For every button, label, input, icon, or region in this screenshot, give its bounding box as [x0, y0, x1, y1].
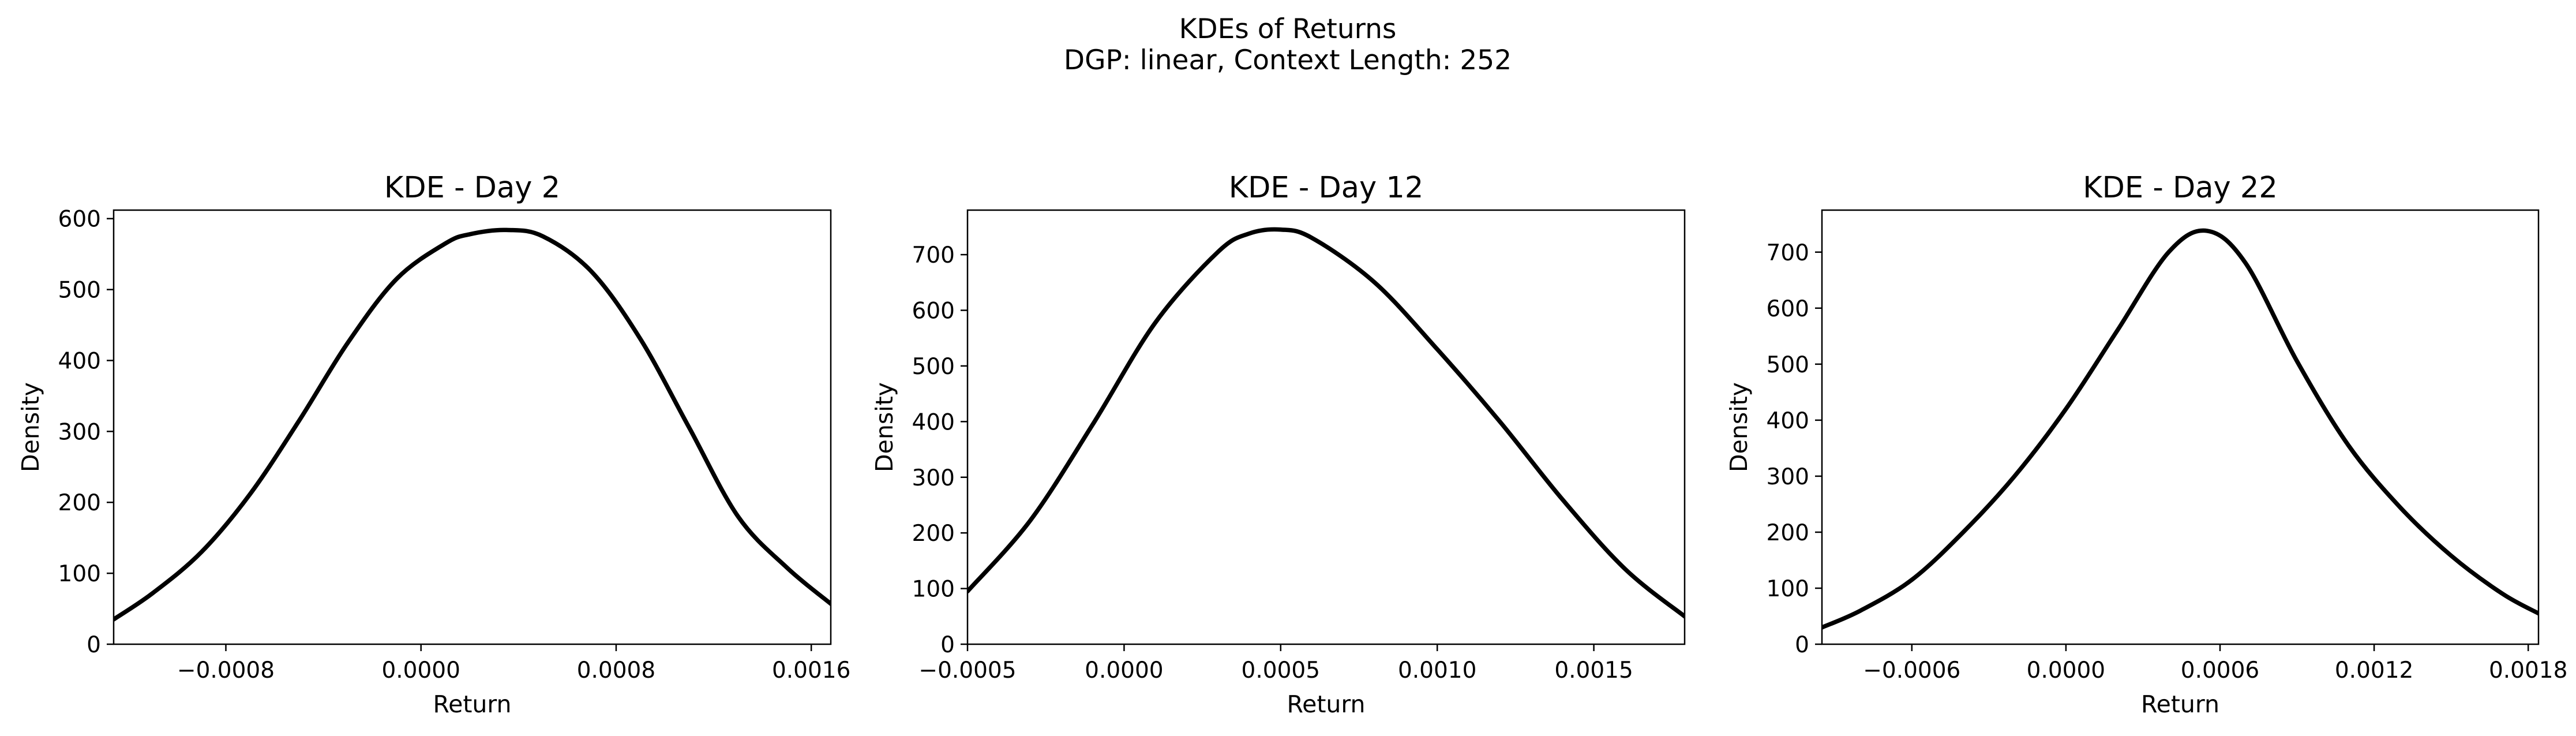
y-tick-label: 400 [912, 409, 955, 435]
y-tick-label: 0 [1795, 632, 1809, 658]
x-tick-label: 0.0015 [1554, 657, 1633, 683]
axes-frame [1821, 209, 2540, 645]
y-tick-label: 600 [912, 298, 955, 324]
y-tick-label: 500 [58, 278, 101, 304]
axes-frame [113, 209, 832, 645]
x-axis-label: Return [433, 690, 511, 718]
y-tick-label: 700 [1767, 240, 1809, 266]
x-tick-label: −0.0006 [1863, 657, 1960, 683]
y-tick-label: 300 [58, 419, 101, 445]
subplot-day-2: −0.0008 0.0000 0.0008 0.0016 0 100 200 300 400 50… [17, 171, 850, 718]
subplot-title: KDE - Day 22 [2083, 171, 2278, 205]
y-axis-label: Density [1725, 382, 1753, 472]
y-tick-label: 200 [58, 490, 101, 516]
x-tick-label: 0.0000 [2027, 657, 2105, 683]
x-tick-label: 0.0000 [381, 657, 460, 683]
x-tick-label: −0.0005 [918, 657, 1016, 683]
x-tick-label: 0.0012 [2335, 657, 2413, 683]
x-tick-label: 0.0000 [1085, 657, 1163, 683]
y-tick-label: 300 [1767, 464, 1809, 490]
y-tick-label: 700 [912, 242, 955, 268]
kde-curve-day-12 [968, 227, 1685, 619]
y-tick-label: 100 [1767, 576, 1809, 602]
x-tick-label: 0.0006 [2181, 657, 2259, 683]
y-tick-label: 500 [1767, 352, 1809, 378]
x-axis-label: Return [1287, 690, 1365, 718]
x-tick-label: 0.0016 [772, 657, 850, 683]
y-tick-label: 400 [58, 348, 101, 374]
subplot-day-12: −0.0005 0.0000 0.0005 0.0010 0.0015 0 100 200 30… [871, 171, 1686, 718]
figure-title-line2: DGP: linear, Context Length: 252 [1064, 44, 1512, 76]
y-tick-label: 600 [1767, 296, 1809, 322]
subplot-title: KDE - Day 12 [1229, 171, 1424, 205]
y-tick-label: 0 [87, 632, 101, 658]
x-tick-label: 0.0008 [577, 657, 655, 683]
x-tick-label: −0.0008 [177, 657, 275, 683]
figure-title-line1: KDEs of Returns [1179, 13, 1397, 45]
y-tick-label: 0 [940, 632, 955, 658]
x-tick-label: 0.0010 [1398, 657, 1476, 683]
x-tick-label: 0.0005 [1242, 657, 1320, 683]
axes-frame [966, 209, 1686, 645]
y-tick-label: 200 [912, 521, 955, 547]
kde-curve-day-2 [114, 227, 831, 622]
y-axis-label: Density [871, 382, 898, 472]
x-axis-label: Return [2141, 690, 2219, 718]
y-tick-label: 100 [912, 577, 955, 603]
x-tick-label: 0.0018 [2489, 657, 2567, 683]
kde-curve-day-22 [1822, 228, 2538, 630]
subplot-title: KDE - Day 2 [384, 171, 560, 205]
subplot-day-22: −0.0006 0.0000 0.0006 0.0012 0.0018 0 100 200 30… [1725, 171, 2567, 718]
y-tick-label: 600 [58, 207, 101, 233]
y-tick-label: 500 [912, 354, 955, 380]
y-axis-label: Density [17, 382, 44, 472]
y-tick-label: 300 [912, 465, 955, 491]
y-tick-label: 400 [1767, 408, 1809, 434]
y-tick-label: 100 [58, 561, 101, 587]
y-tick-label: 200 [1767, 520, 1809, 546]
